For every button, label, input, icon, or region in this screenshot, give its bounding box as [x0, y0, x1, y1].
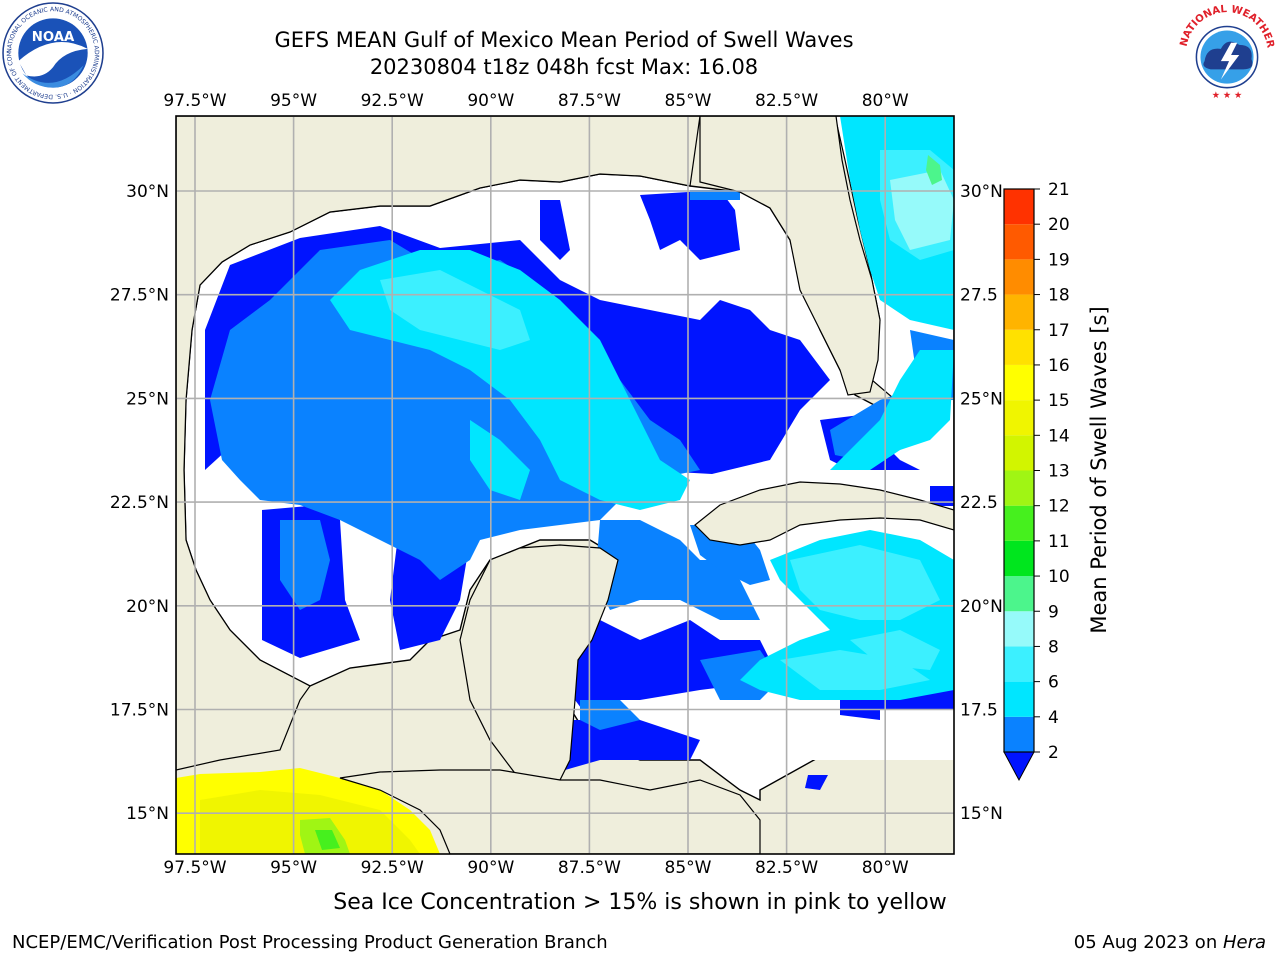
colorbar-tick-label: 8: [1048, 637, 1059, 657]
colorbar-tick-label: 18: [1048, 286, 1070, 306]
colorbar-tick-label: 17: [1048, 321, 1070, 341]
colorbar-segment: [1004, 329, 1034, 365]
colorbar: 2 4 6 8 9 10 11 12 13 14 15 16 17 18 19 20 21: [1003, 180, 1070, 782]
latitude-labels-right: 30°N 27.5 25°N 22.5 20°N 17.5 15°N: [960, 182, 1003, 824]
longitude-label: 90°W: [467, 91, 514, 111]
latitude-label: 17.5: [960, 701, 998, 721]
noaa-logo: NATIONAL OCEANIC AND ATMOSPHERIC ADMINIS…: [2, 2, 104, 104]
longitude-label: 97.5°W: [163, 91, 226, 111]
longitude-label: 80°W: [862, 91, 909, 111]
colorbar-tick-label: 13: [1048, 462, 1070, 482]
longitude-label: 85°W: [665, 91, 712, 111]
latitude-label: 30°N: [126, 182, 169, 202]
map-subtitle: 20230804 t18z 048h fcst Max: 16.08: [369, 55, 759, 79]
colorbar-segment: [1004, 646, 1034, 682]
colorbar-segment: [1004, 435, 1034, 471]
sea-ice-shading: [176, 768, 440, 854]
colorbar-title: Mean Period of Swell Waves [s]: [1087, 306, 1111, 633]
colorbar-tick-label: 11: [1048, 532, 1070, 552]
longitude-labels-top: 97.5°W 95°W 92.5°W 90°W 87.5°W 85°W 82.5°W 80°W: [163, 91, 908, 111]
footer-date: 05 Aug 2023 on Hera: [1074, 932, 1266, 953]
longitude-label: 95°W: [270, 858, 317, 878]
colorbar-segment: [1004, 259, 1034, 295]
longitude-label: 82.5°W: [755, 858, 818, 878]
latitude-label: 15°N: [126, 804, 169, 824]
latitude-label: 22.5: [960, 493, 998, 513]
latitude-label: 17.5°N: [110, 701, 169, 721]
yucatan-land: [459, 544, 619, 781]
latitude-label: 15°N: [960, 804, 1003, 824]
colorbar-tick-label: 15: [1048, 391, 1070, 411]
swell-9-10s: [926, 155, 942, 185]
colorbar-segment: [1004, 364, 1034, 401]
footer-machine: Hera: [1222, 932, 1266, 953]
longitude-label: 95°W: [270, 91, 317, 111]
colorbar-tick-label: 12: [1048, 497, 1070, 517]
colorbar-tick-label: 19: [1048, 250, 1070, 270]
colorbar-tick-label: 16: [1048, 356, 1070, 376]
longitude-label: 80°W: [862, 858, 909, 878]
colorbar-segment: [1004, 540, 1034, 577]
longitude-label: 92.5°W: [361, 858, 424, 878]
footer-credit: NCEP/EMC/Verification Post Processing Pr…: [12, 932, 608, 953]
sea-ice-note: Sea Ice Concentration > 15% is shown in …: [333, 890, 947, 915]
colorbar-segment: [1004, 505, 1034, 541]
latitude-label: 25°N: [960, 389, 1003, 409]
map-area: [176, 116, 954, 854]
longitude-label: 85°W: [665, 858, 712, 878]
longitude-labels-bottom: 97.5°W 95°W 92.5°W 90°W 87.5°W 85°W 82.5°W 80°W: [163, 858, 908, 878]
latitude-label: 27.5: [960, 286, 998, 306]
longitude-label: 92.5°W: [361, 91, 424, 111]
latitude-label: 30°N: [960, 182, 1003, 202]
longitude-label: 97.5°W: [163, 858, 226, 878]
svg-text:★ ★ ★: ★ ★ ★: [1212, 90, 1243, 101]
nws-logo: NATIONAL WEATHER SERVICE ★ ★ ★: [1176, 2, 1277, 103]
colorbar-under-arrow: [1003, 751, 1035, 782]
colorbar-segment: [1004, 716, 1034, 752]
colorbar-tick-label: 9: [1048, 602, 1059, 622]
latitude-label: 27.5°N: [110, 286, 169, 306]
swell-6-8s: [380, 150, 954, 690]
colorbar-tick-label: 21: [1048, 180, 1070, 200]
colorbar-segment: [1004, 294, 1034, 330]
central-america-land: [339, 769, 761, 854]
mexico-land: [176, 116, 701, 854]
latitude-label: 22.5°N: [110, 493, 169, 513]
longitude-label: 87.5°W: [558, 858, 621, 878]
colorbar-tick-label: 14: [1048, 426, 1070, 446]
footer-date-text: 05 Aug 2023 on: [1073, 932, 1223, 953]
swell-8-9s: [890, 170, 954, 250]
colorbar-tick-label: 4: [1048, 708, 1059, 728]
colorbar-tick-label: 6: [1048, 673, 1059, 693]
colorbar-tick-label: 20: [1048, 215, 1070, 235]
longitude-label: 82.5°W: [755, 91, 818, 111]
latitude-label: 20°N: [960, 597, 1003, 617]
colorbar-tick-label: 2: [1048, 743, 1059, 763]
colorbar-segment: [1004, 400, 1034, 436]
colorbar-segment: [1004, 681, 1034, 717]
map-frame: [175, 115, 955, 855]
latitude-label: 25°N: [126, 389, 169, 409]
colorbar-segment: [1004, 470, 1034, 506]
florida-land: [699, 116, 881, 396]
longitude-label: 87.5°W: [558, 91, 621, 111]
colorbar-tick-label: 10: [1048, 567, 1070, 587]
latitude-labels-left: 30°N 27.5°N 25°N 22.5°N 20°N 17.5°N 15°N: [110, 182, 169, 824]
map-title: GEFS MEAN Gulf of Mexico Mean Period of …: [274, 28, 854, 52]
graticule: [176, 116, 954, 854]
latitude-label: 20°N: [126, 597, 169, 617]
longitude-label: 90°W: [467, 858, 514, 878]
colorbar-segment: [1004, 576, 1034, 612]
noaa-logo-text: NOAA: [32, 30, 75, 45]
colorbar-segment: [1004, 224, 1034, 260]
colorbar-segment: [1004, 189, 1034, 225]
colorbar-segment: [1004, 611, 1034, 647]
